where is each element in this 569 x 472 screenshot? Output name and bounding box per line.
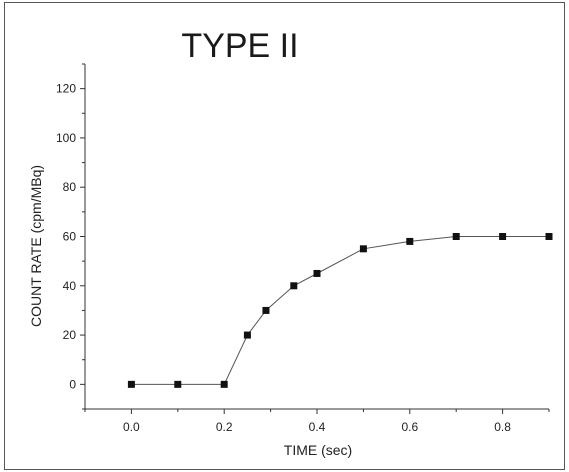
data-point (174, 380, 182, 388)
x-tick-label: 0.8 (494, 420, 511, 434)
data-point (290, 282, 298, 290)
y-tick-label: 20 (63, 328, 77, 342)
data-point (127, 380, 135, 388)
y-tick-label: 40 (63, 279, 77, 293)
x-ticks: 0.0 0.2 0.4 0.6 0.8 (84, 409, 550, 434)
data-point (545, 233, 553, 240)
y-tick-label: 100 (56, 131, 76, 145)
y-tick-label: 60 (63, 230, 77, 244)
x-axis-label: TIME (sec) (284, 442, 352, 458)
data-point (406, 237, 414, 245)
y-axis-label: COUNT RATE (cpm/MBq) (28, 165, 44, 327)
data-point (359, 245, 367, 253)
data-point (220, 380, 228, 388)
y-tick-label: 0 (69, 377, 76, 391)
data-point (243, 331, 251, 339)
x-tick-label: 0.6 (401, 420, 418, 434)
data-point (499, 233, 507, 240)
data-point (262, 306, 270, 314)
chart-title: TYPE II (181, 27, 298, 65)
series (127, 233, 553, 388)
series-line (131, 236, 549, 385)
data-point (313, 269, 321, 277)
x-tick-label: 0.0 (123, 420, 140, 434)
x-tick-label: 0.4 (309, 420, 326, 434)
data-point (452, 233, 460, 240)
x-tick-label: 0.2 (216, 420, 233, 434)
y-ticks: 0 20 40 60 80 100 120 (56, 63, 85, 410)
y-tick-label: 120 (56, 82, 76, 96)
y-tick-label: 80 (63, 180, 77, 194)
